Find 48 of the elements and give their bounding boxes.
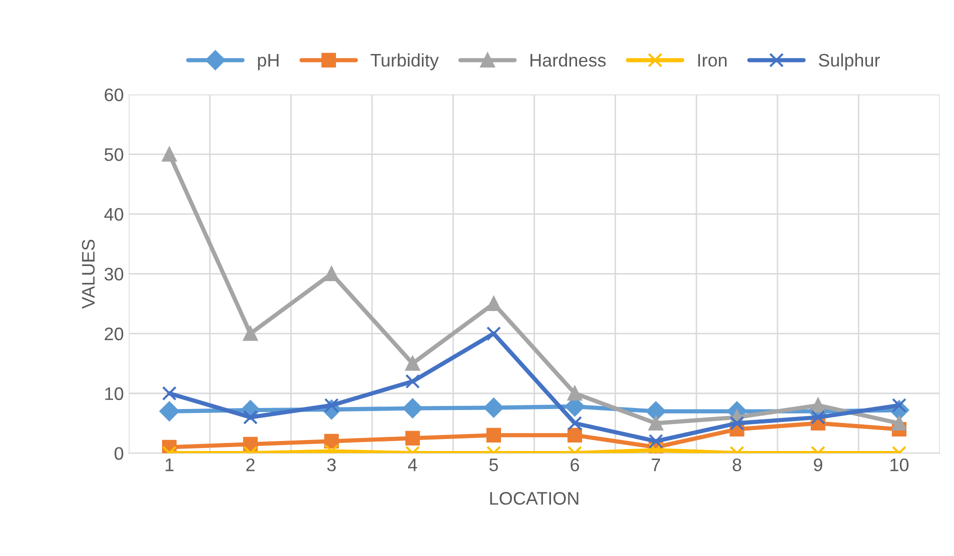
x-tick-label: 10	[890, 458, 908, 472]
point	[730, 416, 744, 431]
x-tick-label: 1	[166, 458, 174, 472]
x-axis-title: LOCATION	[490, 492, 578, 505]
y-axis-title: VALUES	[82, 240, 95, 309]
point	[486, 326, 501, 341]
legend-label: Sulphur	[818, 53, 880, 70]
point	[159, 401, 180, 422]
y-tick-label: 0	[114, 447, 124, 460]
x-tick-label: 8	[732, 458, 742, 472]
point	[405, 430, 420, 446]
x-tick-label: 3	[327, 458, 336, 472]
point	[486, 296, 501, 312]
y-tick-label: 10	[105, 387, 124, 400]
legend-label: pH	[258, 54, 278, 70]
point	[405, 374, 420, 389]
x-tick-label: 4	[408, 458, 418, 472]
x-tick-label: 2	[246, 458, 255, 472]
point	[646, 401, 666, 422]
point	[243, 326, 258, 341]
point	[567, 416, 582, 431]
y-tick-label: 30	[104, 268, 124, 281]
x-tick-label: 5	[489, 458, 498, 472]
point	[324, 434, 339, 448]
point	[486, 428, 501, 443]
point	[405, 356, 420, 371]
point	[810, 398, 826, 413]
legend-label: Turbidity	[370, 53, 439, 70]
point	[324, 266, 339, 282]
x-tick-label: 7	[652, 458, 660, 472]
y-tick-label: 20	[104, 328, 124, 340]
y-tick-label: 40	[104, 208, 124, 221]
x-tick-label: 6	[570, 458, 580, 472]
y-tick-label: 50	[104, 148, 124, 162]
point	[402, 398, 422, 418]
point	[648, 434, 664, 448]
point	[892, 416, 906, 431]
point	[162, 386, 177, 401]
legend-label: Iron	[698, 54, 727, 67]
legend-label: Hardness	[530, 53, 606, 67]
point	[567, 428, 582, 443]
point	[810, 410, 826, 425]
point	[484, 398, 504, 418]
point	[162, 146, 177, 162]
point	[567, 386, 582, 401]
y-tick-label: 60	[104, 88, 124, 102]
x-tick-label: 9	[814, 458, 822, 472]
point	[648, 416, 664, 431]
